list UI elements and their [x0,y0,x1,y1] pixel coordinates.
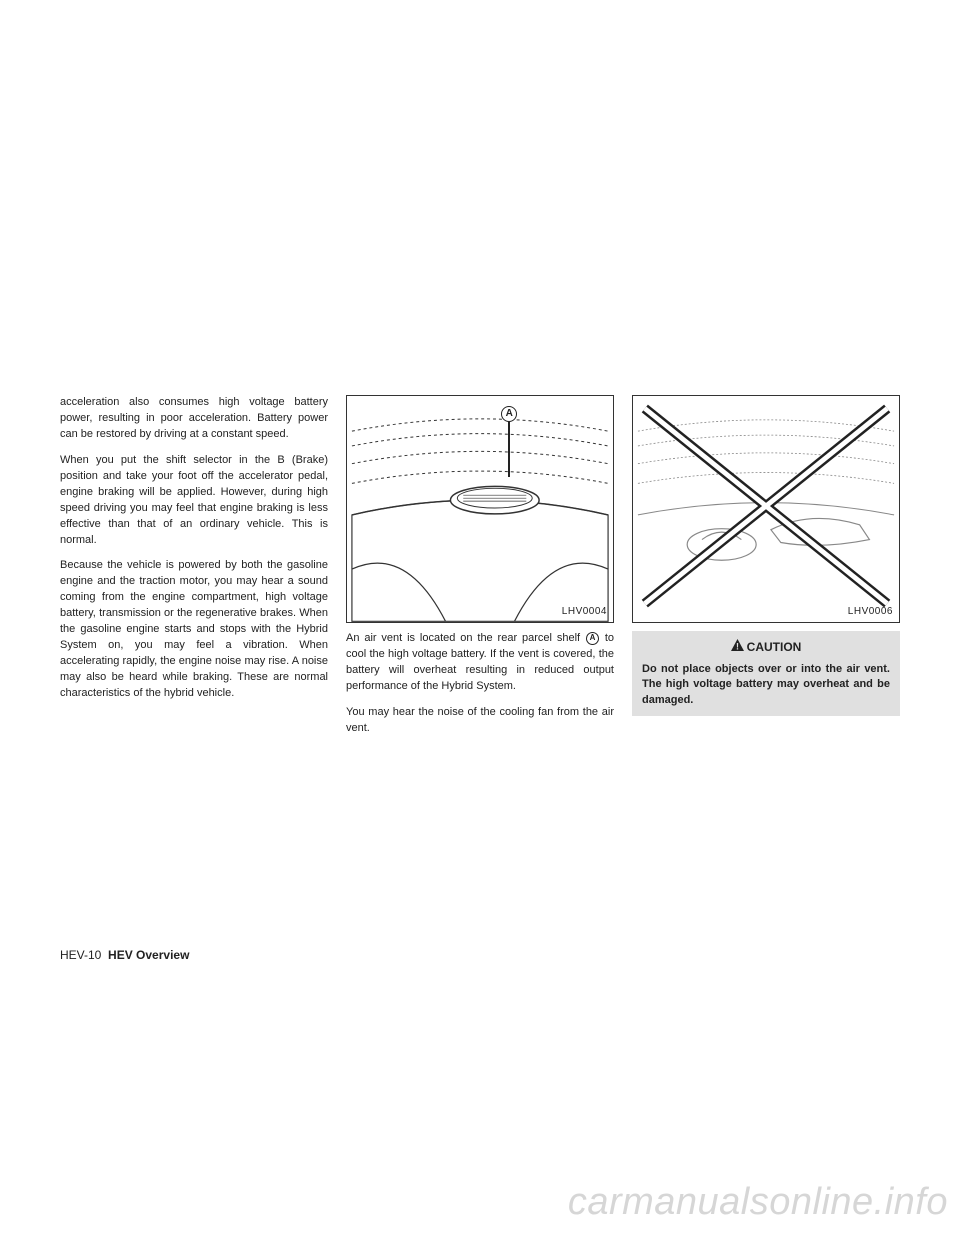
watermark: carmanualsonline.info [568,1181,948,1224]
air-vent-illustration [347,396,613,622]
figure-do-not-cover: LHV0006 [632,395,900,623]
column-1: acceleration also consumes high voltage … [60,395,328,747]
col1-p3: Because the vehicle is powered by both t… [60,558,328,701]
page-number: HEV-10 [60,948,101,962]
figure1-label: LHV0004 [562,605,607,620]
callout-line [508,422,510,477]
page-footer: HEV-10 HEV Overview [60,948,189,962]
warning-icon: ! [731,639,744,656]
inline-callout-a: A [586,632,599,645]
do-not-cover-illustration [633,396,899,622]
column-2: A LHV0004 [346,395,614,747]
figure2-label: LHV0006 [848,605,893,620]
col2-p1: An air vent is located on the rear parce… [346,631,614,695]
caution-text: Do not place objects over or into the ai… [642,662,890,708]
col2-p1-pre: An air vent is located on the rear parce… [346,632,585,644]
section-title: HEV Overview [108,948,189,962]
page-columns: acceleration also consumes high voltage … [60,395,900,747]
col2-p2: You may hear the noise of the cooling fa… [346,705,614,737]
caution-box: ! CAUTION Do not place objects over or i… [632,631,900,716]
col1-p1: acceleration also consumes high voltage … [60,395,328,443]
column-3: LHV0006 ! CAUTION Do not place objects o… [632,395,900,747]
caution-title: CAUTION [747,639,802,656]
col1-p2: When you put the shift selector in the B… [60,453,328,549]
svg-text:!: ! [736,642,739,652]
caution-header: ! CAUTION [642,639,890,656]
figure-air-vent: A LHV0004 [346,395,614,623]
